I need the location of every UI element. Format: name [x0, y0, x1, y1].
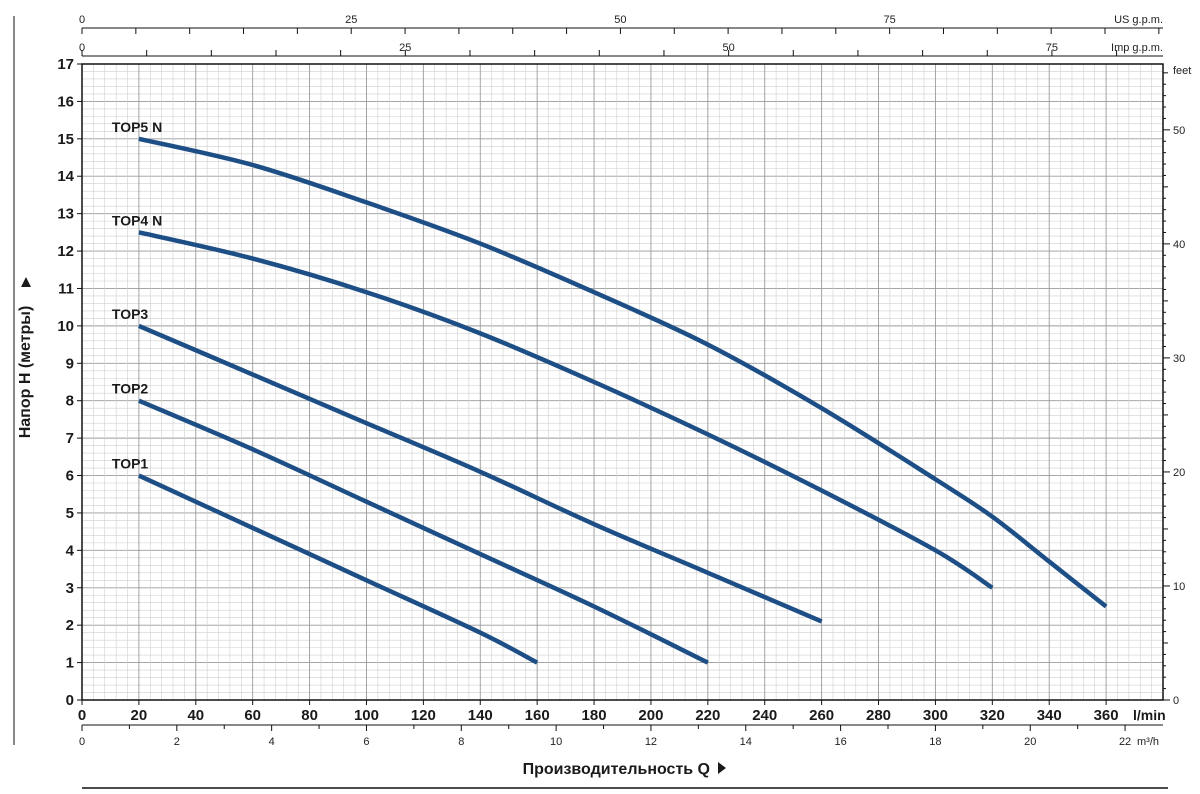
m3h-tick-label: 2: [174, 736, 180, 748]
x-tick-label: 260: [809, 707, 834, 724]
x-tick-label: 200: [638, 707, 663, 724]
m3h-tick-label: 18: [929, 736, 941, 748]
x-tick-label: 340: [1037, 707, 1062, 724]
y-tick-label: 10: [57, 318, 74, 335]
y-axis-arrow-icon: [21, 277, 31, 287]
y-tick-label: 17: [57, 56, 74, 73]
x-unit-label: l/min: [1133, 707, 1166, 723]
m3h-tick-label: 4: [269, 736, 275, 748]
x-tick-label: 0: [78, 707, 86, 724]
m3h-tick-label: 20: [1024, 736, 1036, 748]
grid: [81, 63, 1164, 701]
feet-unit-label: feet: [1173, 65, 1191, 77]
y-tick-label: 9: [66, 355, 74, 372]
y-axis-title: Напор H (метры): [17, 306, 34, 439]
x-axis-title: Производительность Q: [523, 761, 710, 778]
imp-gpm-tick-label: 0: [79, 42, 85, 54]
x-tick-label: 80: [301, 707, 318, 724]
m3h-tick-label: 22: [1119, 736, 1131, 748]
us-gpm-tick-label: 75: [884, 14, 896, 26]
m3h-tick-label: 8: [458, 736, 464, 748]
x-tick-label: 100: [354, 707, 379, 724]
us-gpm-unit-label: US g.p.m.: [1114, 14, 1163, 26]
x-tick-label: 40: [187, 707, 204, 724]
series-label-top1: TOP1: [112, 456, 149, 472]
x-tick-label: 240: [752, 707, 777, 724]
y-tick-label: 6: [66, 468, 74, 485]
y-tick-label: 11: [58, 280, 74, 297]
axis-titles: Напор H (метры) Производительность Q: [17, 277, 726, 778]
imp-gpm-tick-label: 50: [722, 42, 734, 54]
feet-tick-label: 50: [1173, 125, 1185, 137]
feet-tick-label: 20: [1173, 467, 1185, 479]
feet-tick-label: 40: [1173, 239, 1185, 251]
imp-gpm-tick-label: 75: [1046, 42, 1058, 54]
series-line-top3: [138, 323, 823, 624]
series-label-top3: TOP3: [112, 306, 149, 322]
plot-frame: [81, 63, 1164, 701]
x-tick-label: 320: [980, 707, 1005, 724]
feet-tick-label: 30: [1173, 353, 1185, 365]
y-tick-label: 8: [66, 393, 74, 410]
us-gpm-tick-label: 0: [79, 14, 85, 26]
x-tick-label: 60: [244, 707, 261, 724]
y-tick-label: 2: [66, 617, 74, 634]
y-tick-label: 14: [57, 168, 74, 185]
m3h-tick-label: 16: [834, 736, 846, 748]
m3h-unit-label: m³/h: [1137, 736, 1159, 748]
y-tick-label: 12: [57, 243, 74, 260]
feet-tick-label: 10: [1173, 581, 1185, 593]
m3h-tick-label: 10: [550, 736, 562, 748]
m3h-tick-label: 6: [363, 736, 369, 748]
series: TOP1 TOP2 TOP3 TOP4 N TOP5 N: [112, 119, 1108, 665]
y-tick-label: 16: [57, 93, 74, 110]
x-tick-label: 300: [923, 707, 948, 724]
y-tick-label: 5: [66, 505, 74, 522]
y-tick-label: 15: [57, 131, 74, 148]
y-tick-label: 1: [66, 655, 74, 672]
us-gpm-tick-label: 25: [345, 14, 357, 26]
x-tick-label: 220: [695, 707, 720, 724]
series-label-top4-n: TOP4 N: [112, 212, 162, 228]
series-line-top5-n: [138, 136, 1108, 609]
imp-gpm-unit-label: Imp g.p.m.: [1111, 42, 1163, 54]
y-tick-label: 3: [66, 580, 74, 597]
series-label-top5-n: TOP5 N: [112, 119, 162, 135]
x-axis-arrow-icon: [718, 762, 726, 774]
x-tick-label: 20: [131, 707, 148, 724]
m3h-tick-label: 0: [79, 736, 85, 748]
series-line-top4-n: [138, 230, 994, 590]
x-tick-label: 120: [411, 707, 436, 724]
y-tick-label: 7: [66, 430, 74, 447]
m3h-tick-label: 12: [645, 736, 657, 748]
x-tick-label: 360: [1094, 707, 1119, 724]
y-tick-label: 4: [66, 542, 75, 559]
x-tick-label: 180: [582, 707, 607, 724]
x-tick-label: 140: [468, 707, 493, 724]
series-label-top2: TOP2: [112, 381, 149, 397]
y-tick-label: 0: [66, 692, 74, 709]
x-tick-label: 160: [525, 707, 550, 724]
m3h-tick-label: 14: [740, 736, 752, 748]
x-tick-label: 280: [866, 707, 891, 724]
feet-tick-label: 0: [1173, 695, 1179, 707]
series-line-top2: [138, 398, 709, 665]
y-tick-label: 13: [57, 206, 74, 223]
us-gpm-tick-label: 50: [614, 14, 626, 26]
series-line-top1: [137, 473, 539, 665]
imp-gpm-tick-label: 25: [399, 42, 411, 54]
